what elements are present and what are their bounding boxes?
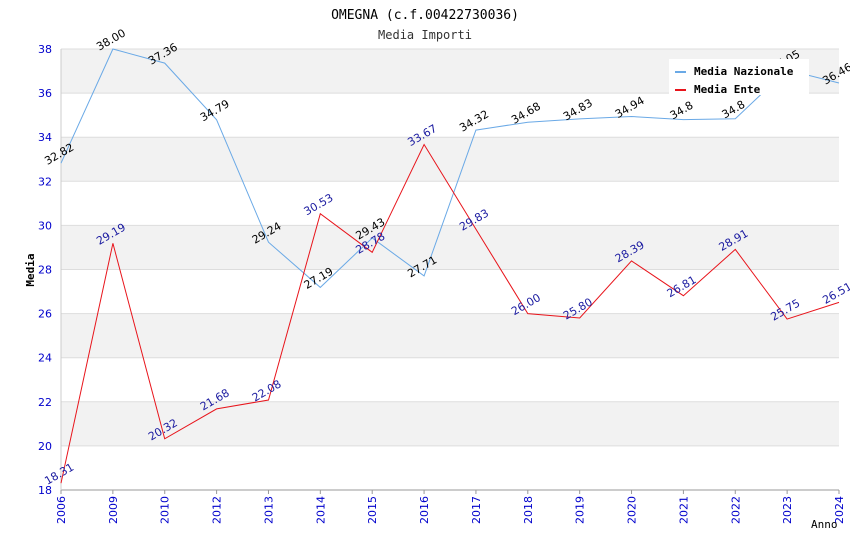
- grid-lines: [60, 48, 840, 494]
- x-tick-label: 2024: [833, 496, 846, 524]
- x-tick-labels: 2006 2009 2010 2012 2013 2014 2015 2016 2017 2018…: [55, 496, 846, 524]
- x-tick-label: 2006: [55, 496, 68, 524]
- y-axis-title: Media: [24, 253, 37, 286]
- y-tick-label: 24: [38, 352, 52, 365]
- y-tick-label: 34: [38, 131, 52, 144]
- y-tick-label: 20: [38, 440, 52, 453]
- x-tick-label: 2017: [470, 496, 483, 524]
- data-label-ente: 30.53: [302, 191, 336, 218]
- data-label-ente: 26.81: [665, 273, 699, 300]
- x-tick-label: 2023: [781, 496, 794, 524]
- data-label-ente: 18.31: [42, 461, 76, 488]
- x-tick-label: 2014: [314, 496, 327, 524]
- y-tick-labels: 18 20 22 24 26 28 30 32 34 36 38: [38, 43, 52, 497]
- background-band: [61, 225, 839, 270]
- y-tick-label: 18: [38, 484, 52, 497]
- legend: Media Nazionale Media Ente: [669, 59, 809, 96]
- background-band: [61, 137, 839, 182]
- x-tick-label: 2022: [729, 496, 742, 524]
- x-tick-label: 2015: [366, 496, 379, 524]
- x-tick-label: 2016: [418, 496, 431, 524]
- y-tick-label: 28: [38, 264, 52, 277]
- x-tick-label: 2013: [262, 496, 275, 524]
- data-label-nazionale: 34.8: [668, 99, 696, 123]
- data-label-ente: 26.51: [820, 280, 850, 307]
- x-tick-label: 2012: [211, 496, 224, 524]
- y-tick-label: 22: [38, 396, 52, 409]
- data-label-nazionale: 34.32: [457, 108, 491, 135]
- x-tick-label: 2009: [107, 496, 120, 524]
- x-tick-label: 2019: [574, 496, 587, 524]
- background-band: [61, 313, 839, 358]
- x-axis-title: Anno: [811, 518, 838, 531]
- data-label-nazionale: 34.79: [198, 97, 232, 124]
- x-tick-label: 2020: [626, 496, 639, 524]
- y-tick-label: 32: [38, 175, 52, 188]
- y-tick-label: 36: [38, 87, 52, 100]
- series-line-nazionale: [60, 48, 840, 289]
- y-tick-label: 26: [38, 308, 52, 321]
- legend-label-nazionale: Media Nazionale: [694, 65, 794, 78]
- legend-box: [669, 59, 809, 95]
- data-label-nazionale: 34.8: [720, 98, 748, 122]
- chart-title: OMEGNA (c.f.00422730036): [331, 8, 519, 23]
- series-line-ente: [60, 143, 840, 484]
- x-tick-label: 2021: [677, 496, 690, 524]
- legend-label-ente: Media Ente: [694, 83, 761, 96]
- y-tick-label: 30: [38, 219, 52, 232]
- background-bands: [61, 49, 839, 446]
- series-lines: [60, 48, 840, 484]
- x-tick-label: 2010: [159, 496, 172, 524]
- x-tick-label: 2018: [522, 496, 535, 524]
- chart-subtitle: Media Importi: [378, 28, 472, 42]
- y-tick-label: 38: [38, 43, 52, 56]
